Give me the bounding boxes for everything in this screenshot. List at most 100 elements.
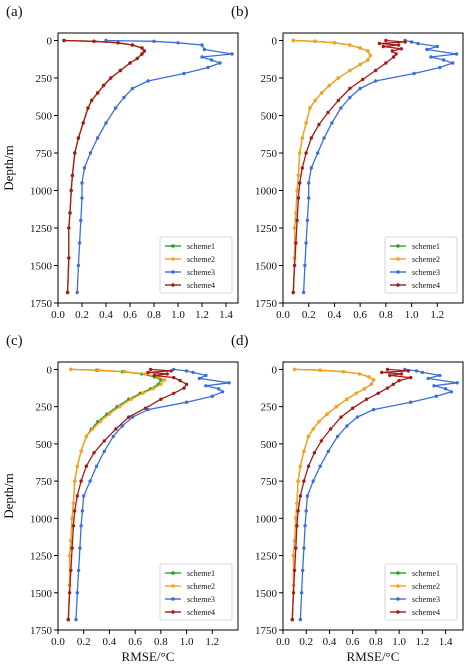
data-point-scheme2 xyxy=(318,368,322,372)
series-line-scheme1 xyxy=(291,368,375,620)
data-point-scheme3 xyxy=(200,55,204,59)
x-tick-label: 0.6 xyxy=(123,309,137,321)
legend-label-scheme4: scheme4 xyxy=(187,608,215,617)
data-point-scheme4 xyxy=(319,439,323,443)
plot-frame xyxy=(282,32,464,304)
data-point-scheme3 xyxy=(304,509,308,513)
data-point-scheme2 xyxy=(308,106,312,110)
legend-marker-scheme3 xyxy=(171,597,175,601)
data-point-scheme4 xyxy=(172,391,176,395)
data-point-scheme2 xyxy=(341,370,346,374)
data-point-scheme4 xyxy=(73,509,77,513)
data-point-scheme2 xyxy=(313,98,317,103)
data-point-scheme3 xyxy=(438,65,442,70)
data-point-scheme4 xyxy=(130,43,135,47)
data-point-scheme3 xyxy=(182,71,186,76)
x-tick-label: 0.4 xyxy=(103,636,117,648)
data-point-scheme2 xyxy=(311,427,315,431)
legend-marker-scheme2 xyxy=(396,584,400,588)
x-tick-label: 0.2 xyxy=(77,636,91,648)
data-point-scheme4 xyxy=(295,218,299,223)
series-line-scheme2 xyxy=(63,39,146,293)
x-tick-label: 1.2 xyxy=(205,636,219,648)
data-point-scheme4 xyxy=(399,372,404,376)
x-tick-label: 0.0 xyxy=(51,309,65,321)
data-point-scheme3 xyxy=(326,449,330,453)
data-point-scheme3 xyxy=(113,106,118,110)
data-point-scheme4 xyxy=(384,61,388,65)
x-tick-label: 0.0 xyxy=(276,636,290,648)
data-point-scheme3 xyxy=(442,58,446,62)
x-tick-label: 0.0 xyxy=(276,309,290,321)
data-point-scheme3 xyxy=(227,381,231,385)
data-point-scheme2 xyxy=(143,372,148,376)
data-point-scheme4 xyxy=(92,39,96,43)
data-point-scheme2 xyxy=(368,53,373,58)
data-point-scheme4 xyxy=(69,188,73,193)
data-point-scheme2 xyxy=(345,397,349,401)
data-point-scheme2 xyxy=(292,367,297,372)
x-tick-label: 1.0 xyxy=(392,636,406,648)
data-point-scheme3 xyxy=(111,434,116,439)
data-point-scheme4 xyxy=(143,406,148,410)
y-tick-label: 0 xyxy=(47,36,53,48)
legend: scheme1 scheme2 scheme3 scheme4 xyxy=(159,563,233,621)
data-point-scheme4 xyxy=(81,121,85,125)
data-point-scheme3 xyxy=(218,61,222,65)
data-point-scheme3 xyxy=(204,373,208,378)
data-point-scheme3 xyxy=(454,52,459,56)
x-tick-label: 0.6 xyxy=(353,309,367,321)
data-point-scheme3 xyxy=(80,196,84,200)
legend-marker-scheme1 xyxy=(396,571,400,575)
data-point-scheme3 xyxy=(79,524,83,528)
data-point-scheme2 xyxy=(98,419,103,424)
series-line-scheme2 xyxy=(291,368,375,620)
data-point-scheme4 xyxy=(409,375,413,380)
data-point-scheme4 xyxy=(116,41,120,45)
x-tick-label: 0.8 xyxy=(147,309,161,321)
data-point-scheme3 xyxy=(307,196,311,200)
legend-marker-scheme1 xyxy=(396,244,400,248)
legend-label-scheme3: scheme3 xyxy=(187,268,215,277)
data-point-scheme4 xyxy=(152,373,157,378)
data-point-scheme4 xyxy=(295,524,299,528)
y-tick-label: 1250 xyxy=(30,551,53,563)
data-point-scheme3 xyxy=(220,390,225,394)
data-point-scheme2 xyxy=(294,211,298,215)
legend-marker-scheme1 xyxy=(171,571,175,575)
data-point-scheme3 xyxy=(172,367,176,372)
data-point-scheme3 xyxy=(184,369,189,373)
data-point-scheme2 xyxy=(296,479,300,483)
data-point-scheme3 xyxy=(301,290,306,295)
data-point-scheme3 xyxy=(425,47,429,52)
legend: scheme1 scheme2 scheme3 scheme4 xyxy=(384,563,458,621)
data-point-scheme2 xyxy=(369,382,373,386)
data-point-scheme2 xyxy=(118,405,122,409)
data-point-scheme2 xyxy=(292,226,297,230)
y-tick-label: 750 xyxy=(36,148,53,160)
data-point-scheme4 xyxy=(306,464,311,468)
data-point-scheme2 xyxy=(291,38,295,43)
legend-marker-scheme4 xyxy=(171,610,175,614)
data-point-scheme4 xyxy=(300,166,304,170)
data-point-scheme4 xyxy=(361,77,365,82)
x-tick-label: 1.2 xyxy=(430,309,444,321)
series-line-scheme4 xyxy=(63,39,146,293)
data-point-scheme3 xyxy=(82,166,87,170)
data-point-scheme3 xyxy=(130,86,135,91)
x-tick-label: 0.8 xyxy=(154,636,168,648)
data-point-scheme2 xyxy=(354,391,358,395)
data-point-scheme3 xyxy=(451,61,455,65)
data-point-scheme3 xyxy=(339,106,343,110)
data-point-scheme2 xyxy=(366,58,370,62)
data-point-scheme4 xyxy=(317,122,321,127)
data-point-scheme2 xyxy=(325,412,329,416)
y-tick-label: 1500 xyxy=(255,588,278,600)
y-axis-label: Depth/m xyxy=(1,473,16,519)
data-point-scheme2 xyxy=(79,449,83,453)
y-tick-label: 0 xyxy=(47,364,53,376)
data-point-scheme4 xyxy=(399,47,403,51)
data-point-scheme4 xyxy=(102,439,107,443)
data-point-scheme3 xyxy=(429,55,433,59)
data-point-scheme4 xyxy=(76,136,81,140)
